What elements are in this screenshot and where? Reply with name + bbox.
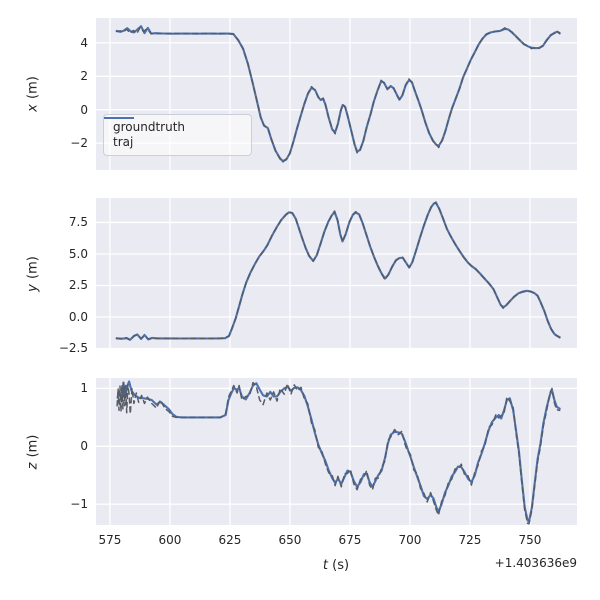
y-axis-label: y (m) xyxy=(26,256,41,292)
series-line-groundtruth xyxy=(115,201,561,342)
legend-entry-traj: traj xyxy=(104,117,242,150)
subplot-y-canvas xyxy=(96,198,577,349)
y-tick-label: −2.5 xyxy=(58,341,88,356)
subplot-z-canvas xyxy=(96,378,577,525)
legend-line-sample xyxy=(104,117,134,119)
y-tick-label: −1 xyxy=(70,497,88,512)
y-tick-label: 4 xyxy=(80,35,88,50)
y-axis-label-variable: y xyxy=(25,283,41,292)
x-tick-label: 650 xyxy=(278,533,302,547)
x-tick-label: 675 xyxy=(338,533,362,547)
x-axis-label-unit: (s) xyxy=(328,558,350,573)
x-axis-label: t (s) xyxy=(323,558,349,573)
x-tick-label: 725 xyxy=(458,533,482,547)
x-tick-label: 625 xyxy=(218,533,242,547)
y-axis-label: x (m) xyxy=(26,76,41,112)
y-axis-label-variable: z xyxy=(25,462,41,469)
series-line-groundtruth xyxy=(116,381,561,525)
y-tick-label: 0.0 xyxy=(68,309,88,324)
y-tick-label: 0 xyxy=(80,439,88,454)
y-tick-label: 5.0 xyxy=(68,246,88,261)
y-tick-label: 2.5 xyxy=(68,278,88,293)
y-tick-label: 2 xyxy=(80,69,88,84)
subplot-y-position xyxy=(96,198,577,349)
legend-label: traj xyxy=(113,135,134,149)
legend-label: groundtruth xyxy=(113,120,186,134)
y-tick-label: 0 xyxy=(80,102,88,117)
x-axis-offset-text: +1.403636e9 xyxy=(494,556,577,570)
y-tick-label: 1 xyxy=(80,381,88,396)
y-axis-label-variable: x xyxy=(25,104,41,112)
x-axis-label-variable: t xyxy=(322,558,329,573)
x-tick-label: 700 xyxy=(398,533,422,547)
y-axis-label-unit: (m) xyxy=(25,255,41,283)
y-axis-label-unit: (m) xyxy=(25,434,41,462)
y-tick-label: 7.5 xyxy=(68,215,88,230)
x-tick-label: 600 xyxy=(158,533,182,547)
legend: groundtruth traj xyxy=(103,114,252,156)
series-line-traj xyxy=(116,380,561,523)
y-axis-label-unit: (m) xyxy=(25,76,41,104)
legend-entry-groundtruth: groundtruth xyxy=(104,117,242,135)
subplot-x-position: groundtruth traj xyxy=(96,18,577,170)
series-line-groundtruth xyxy=(115,26,561,163)
x-tick-label: 575 xyxy=(98,533,122,547)
y-tick-label: −2 xyxy=(70,136,88,151)
y-axis-label: z (m) xyxy=(26,434,41,469)
subplot-z-position xyxy=(96,378,577,525)
x-tick-label: 750 xyxy=(518,533,542,547)
